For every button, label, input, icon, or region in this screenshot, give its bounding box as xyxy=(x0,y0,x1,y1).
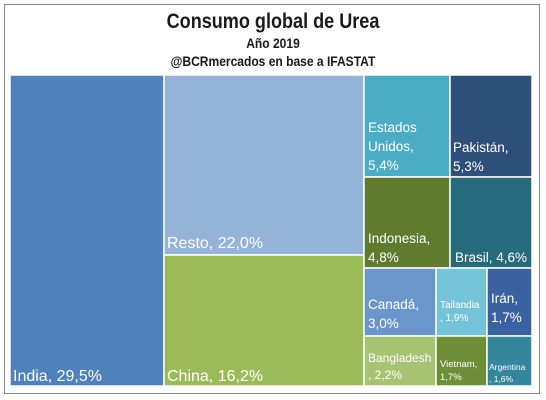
treemap-label-line: Resto, 22,0% xyxy=(167,235,263,252)
treemap-tile-brasil xyxy=(449,176,533,269)
treemap-label-line: 1,7% xyxy=(440,372,462,383)
chart-subtitle: Año 2019 xyxy=(246,35,300,51)
treemap-label-line: Vietnam, xyxy=(440,359,477,370)
treemap-tile-canada xyxy=(363,267,437,337)
treemap-label-india: India, 29,5% xyxy=(13,368,102,385)
treemap-label-line: Bangladesh xyxy=(368,351,431,365)
treemap-tile-india xyxy=(9,74,165,387)
treemap-label-line: Brasil, 4,6% xyxy=(455,250,527,265)
treemap-label-resto: Resto, 22,0% xyxy=(167,235,263,252)
treemap-label-china: China, 16,2% xyxy=(167,368,263,385)
treemap-tile-bangladesh xyxy=(363,335,437,387)
treemap-label-line: Pakistán, xyxy=(453,140,509,155)
treemap-label-line: Unidos, xyxy=(368,139,414,154)
treemap-tile-vietnam xyxy=(435,335,488,387)
chart-source: @BCRmercados en base a IFASTAT xyxy=(170,53,376,69)
treemap-label-tailandia: Tailandia , 1,9% xyxy=(440,300,480,324)
treemap-tile-iran xyxy=(486,267,533,337)
treemap-label-line: Estados xyxy=(368,120,417,135)
treemap-tile-argentina xyxy=(486,335,533,387)
treemap-label-line: 4,8% xyxy=(368,250,399,265)
treemap-label-line: 5,3% xyxy=(453,159,484,174)
treemap-label-line: Argentina xyxy=(489,362,526,372)
treemap-label-pakistan: Pakistán, 5,3% xyxy=(453,140,509,174)
treemap-label-line: Canadá, xyxy=(368,297,419,312)
chart-title: Consumo global de Urea xyxy=(166,10,380,33)
treemap-label-line: 3,0% xyxy=(368,316,399,331)
treemap-label-line: China, 16,2% xyxy=(167,368,263,385)
treemap-tile-resto xyxy=(163,74,365,256)
treemap-tile-china xyxy=(163,254,365,387)
treemap-label-line: Irán, xyxy=(491,291,518,306)
treemap-label-iran: Irán, 1,7% xyxy=(491,291,522,325)
treemap-label-line: , 1,9% xyxy=(440,313,468,324)
treemap-label-argentina: Argentina , 1,6% xyxy=(489,362,526,384)
treemap-label-bangladesh: Bangladesh , 2,2% xyxy=(368,351,431,382)
treemap-label-canada: Canadá, 3,0% xyxy=(368,297,419,331)
treemap-label-line: 5,4% xyxy=(368,158,399,173)
treemap-label-estados-unidos: Estados Unidos, 5,4% xyxy=(368,120,417,173)
treemap-label-brasil: Brasil, 4,6% xyxy=(455,250,527,265)
treemap-label-line: 1,7% xyxy=(491,310,522,325)
treemap-label-line: Tailandia xyxy=(440,300,480,311)
treemap-label-line: Indonesia, xyxy=(368,231,430,246)
treemap-label-line: India, 29,5% xyxy=(13,368,102,385)
treemap-label-indonesia: Indonesia, 4,8% xyxy=(368,231,430,265)
treemap-label-line: , 1,6% xyxy=(489,374,514,384)
treemap-label-vietnam: Vietnam, 1,7% xyxy=(440,359,477,383)
treemap-label-line: , 2,2% xyxy=(368,368,402,382)
